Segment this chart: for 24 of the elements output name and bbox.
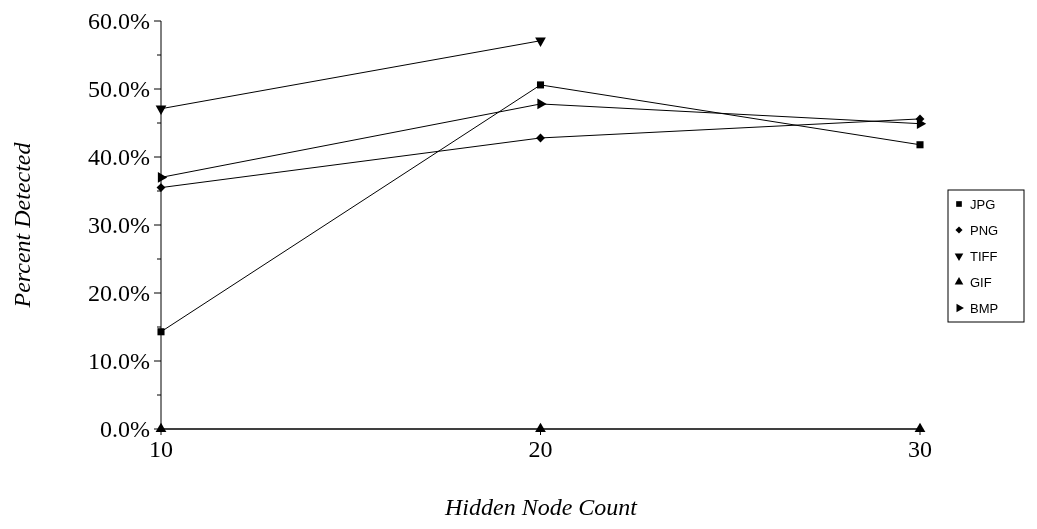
y-axis-title: Percent Detected bbox=[9, 141, 35, 309]
legend-label: BMP bbox=[970, 300, 999, 316]
x-axis-title: Hidden Node Count bbox=[444, 494, 639, 520]
legend-label: TIFF bbox=[970, 248, 998, 264]
legend-label: JPG bbox=[970, 196, 996, 212]
point bbox=[157, 172, 168, 183]
y-tick-label: 0.0% bbox=[100, 416, 150, 443]
x-tick-label: 30 bbox=[908, 436, 932, 462]
x-tick-label: 10 bbox=[149, 436, 173, 462]
y-tick-label: 10.0% bbox=[88, 348, 150, 375]
point bbox=[916, 141, 924, 149]
y-tick-label: 40.0% bbox=[88, 144, 150, 171]
legend-label: GIF bbox=[970, 274, 992, 290]
y-tick-label: 30.0% bbox=[88, 212, 150, 239]
point bbox=[536, 81, 545, 89]
legend-label: PNG bbox=[970, 222, 999, 238]
point bbox=[156, 183, 166, 193]
y-tick-label: 60.0% bbox=[88, 8, 150, 35]
point bbox=[535, 422, 546, 433]
point bbox=[537, 98, 547, 110]
point bbox=[157, 328, 165, 336]
x-tick-label: 20 bbox=[528, 436, 553, 462]
y-tick-label: 50.0% bbox=[88, 76, 150, 103]
y-tick-label: 20.0% bbox=[88, 280, 150, 307]
